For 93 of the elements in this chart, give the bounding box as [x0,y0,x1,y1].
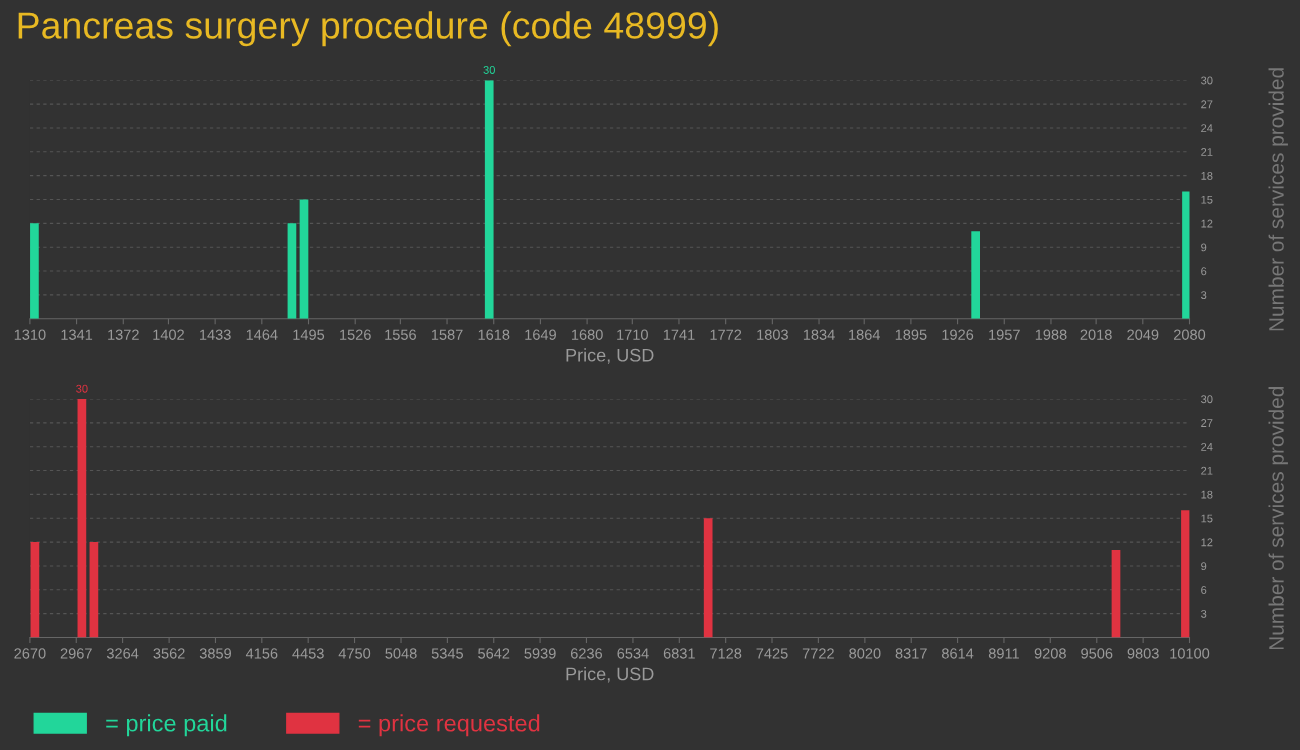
x-tick-label: 5939 [524,648,556,659]
x-tick-label: 1864 [849,329,881,340]
x-tick-label: 1526 [340,329,371,340]
x-tick-label: 1926 [942,329,974,340]
legend-label: = price requested [358,714,540,737]
bar [287,223,297,319]
y-tick-label: 15 [1201,514,1213,523]
x-tick-label: 6534 [617,648,649,659]
x-tick-label: 8317 [895,648,927,659]
x-tick-label: 1680 [572,329,603,340]
x-tick-label: 1710 [617,329,648,340]
x-tick-label: 1649 [525,329,556,340]
y-tick-label: 12 [1201,219,1213,228]
x-tick-label: 1587 [431,329,463,340]
y-tick-label: 9 [1201,243,1207,252]
x-tick-label: 6236 [570,648,603,659]
x-tick-label: 1957 [989,329,1020,340]
x-tick-label: 9506 [1081,648,1113,659]
x-tick-label: 2080 [1174,329,1206,340]
x-tick-label: 5642 [478,648,510,659]
bar [89,542,99,638]
bar [299,199,309,319]
y-axis-title: Number of services provided [1268,387,1288,650]
y-axis-title: Number of services provided [1268,68,1288,331]
y-tick-label: 24 [1201,442,1213,451]
y-tick-label: 3 [1201,609,1207,618]
x-tick-label: 3562 [153,648,185,659]
x-tick-label: 1433 [200,329,231,340]
x-tick-label: 1310 [14,329,46,340]
y-tick-label: 3 [1201,291,1207,300]
x-tick-label: 5345 [431,648,463,659]
x-tick-label: 3859 [199,648,231,659]
x-tick-label: 1495 [293,329,325,340]
x-axis-title: Price, USD [566,348,654,364]
x-tick-label: 4156 [245,648,278,659]
x-tick-label: 1741 [663,329,695,340]
x-tick-label: 5048 [385,648,417,659]
y-tick-label: 27 [1201,419,1213,427]
bar [77,399,87,638]
x-tick-label: 1618 [478,329,510,340]
y-tick-label: 9 [1201,562,1207,571]
y-tick-label: 18 [1201,490,1213,499]
x-tick-label: 8614 [941,648,974,659]
x-tick-label: 2018 [1080,329,1112,340]
x-tick-label: 2049 [1127,329,1159,340]
x-tick-label: 7722 [802,648,834,659]
x-tick-label: 1803 [757,329,788,340]
y-tick-label: 27 [1201,100,1213,109]
x-tick-label: 4453 [292,648,324,659]
bar [971,231,980,319]
x-tick-label: 8020 [849,648,881,659]
data-label: 30 [76,384,88,393]
x-tick-label: 7128 [710,648,742,659]
x-tick-label: 1341 [61,329,93,340]
x-tick-label: 1402 [153,329,184,340]
y-tick-label: 6 [1201,267,1207,276]
x-tick-label: 10100 [1170,648,1210,659]
y-tick-label: 12 [1201,538,1213,547]
chart-title: Pancreas surgery procedure (code 48999) [18,11,718,47]
x-tick-label: 1464 [246,329,278,340]
x-tick-label: 1988 [1035,329,1067,340]
bar [1111,550,1121,638]
x-tick-label: 2967 [60,648,92,659]
x-tick-label: 8911 [988,648,1019,659]
y-tick-label: 15 [1201,195,1213,204]
y-tick-label: 18 [1201,171,1213,180]
x-tick-label: 1772 [710,329,742,340]
y-tick-label: 21 [1201,148,1213,156]
y-tick-label: 30 [1201,76,1213,85]
x-tick-label: 1834 [803,329,835,340]
x-tick-label: 6831 [663,648,695,659]
bar [30,223,39,319]
x-tick-label: 4750 [338,648,371,659]
y-tick-label: 6 [1201,586,1207,594]
bar [30,542,40,638]
bar [1181,510,1190,638]
x-tick-label: 2670 [14,648,46,659]
bar [703,518,713,638]
x-tick-label: 1556 [385,329,416,340]
x-tick-label: 9208 [1034,648,1066,659]
x-tick-label: 3264 [106,648,139,659]
y-tick-label: 21 [1201,466,1213,475]
bar [1182,191,1190,319]
x-axis-title: Price, USD [566,667,654,683]
x-tick-label: 1895 [895,329,927,340]
x-tick-label: 9803 [1127,648,1159,659]
y-tick-label: 30 [1201,395,1213,404]
x-tick-label: 1372 [108,329,139,340]
data-label: 30 [483,66,495,74]
legend-label: = price paid [106,714,227,737]
y-tick-label: 24 [1201,124,1213,132]
bar [484,80,494,319]
x-tick-label: 7425 [756,648,788,659]
